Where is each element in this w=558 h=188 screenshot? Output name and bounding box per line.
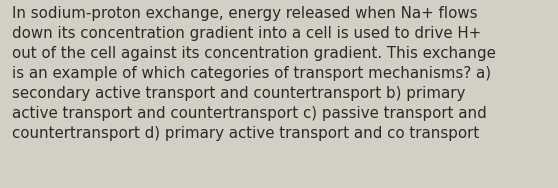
Text: In sodium-proton exchange, energy released when Na+ flows
down its concentration: In sodium-proton exchange, energy releas… bbox=[12, 6, 496, 141]
